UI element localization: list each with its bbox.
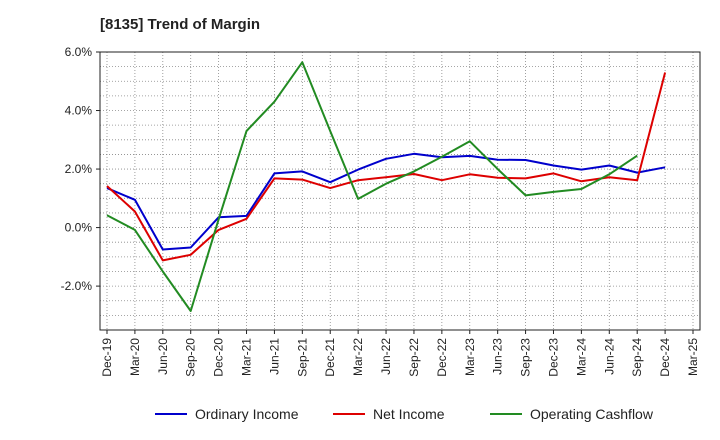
- plot-border: [99, 51, 701, 331]
- x-tick-label: Sep-24: [630, 338, 644, 377]
- legend: Ordinary Income Net Income Operating Cashf…: [155, 406, 654, 422]
- series-line-operating-cashflow: [106, 61, 638, 312]
- x-tick-label: Dec-22: [435, 338, 449, 377]
- y-tick-label: -2.0%: [61, 279, 93, 293]
- x-tick-label: Jun-22: [379, 338, 393, 375]
- x-tick-label: Jun-23: [491, 338, 505, 375]
- x-tick-label: Mar-24: [574, 338, 588, 376]
- x-tick-label: Sep-20: [184, 338, 198, 377]
- x-tick-label: Dec-20: [212, 338, 226, 377]
- series-lines: [106, 61, 667, 312]
- series-line-ordinary-income: [106, 152, 666, 251]
- x-tick-label: Dec-21: [323, 338, 337, 377]
- x-tick-label: Dec-23: [546, 338, 560, 377]
- x-tick-label: Jun-21: [267, 338, 281, 375]
- legend-label-operating-cashflow: Operating Cashflow: [530, 406, 654, 422]
- x-tick-label: Mar-23: [463, 338, 477, 376]
- x-tick-labels: Dec-19 Mar-20 Jun-20 Sep-20 Dec-20 Mar-21 Jun-…: [100, 330, 700, 377]
- x-tick-label: Sep-23: [519, 338, 533, 377]
- chart-title: [8135] Trend of Margin: [100, 16, 261, 33]
- grid-lines: [100, 51, 700, 331]
- x-tick-label: Jun-20: [156, 338, 170, 375]
- x-tick-label: Mar-25: [686, 338, 700, 376]
- x-tick-label: Sep-21: [295, 338, 309, 377]
- legend-label-ordinary-income: Ordinary Income: [195, 406, 299, 422]
- x-tick-label: Mar-21: [240, 338, 254, 376]
- x-tick-label: Mar-20: [128, 338, 142, 376]
- y-tick-label: 0.0%: [65, 221, 93, 235]
- series-line-net-income: [106, 72, 667, 262]
- x-tick-label: Jun-24: [602, 338, 616, 375]
- x-tick-label: Dec-19: [100, 338, 114, 377]
- legend-label-net-income: Net Income: [373, 406, 445, 422]
- y-tick-label: 4.0%: [65, 104, 93, 118]
- x-tick-label: Sep-22: [407, 338, 421, 377]
- y-tick-label: 6.0%: [65, 45, 93, 59]
- x-tick-label: Dec-24: [658, 338, 672, 377]
- axes: [99, 51, 701, 331]
- y-tick-labels: 6.0% 4.0% 2.0% 0.0% -2.0%: [61, 45, 100, 293]
- x-tick-label: Mar-22: [351, 338, 365, 376]
- y-tick-label: 2.0%: [65, 162, 93, 176]
